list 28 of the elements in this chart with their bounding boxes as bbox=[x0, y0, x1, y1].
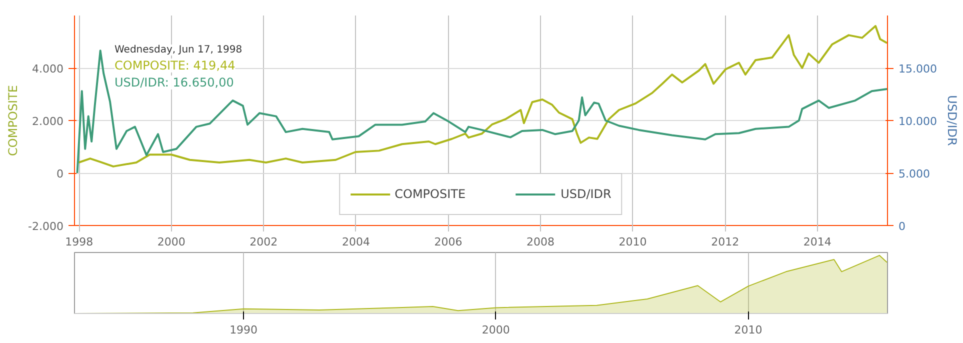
legend-label: USD/IDR bbox=[560, 187, 612, 201]
y2-tick-label: 5.000 bbox=[898, 168, 930, 180]
line-series bbox=[78, 25, 888, 168]
x-tick-label: 2012 bbox=[711, 236, 740, 248]
y-tick-label: -2.000 bbox=[28, 220, 64, 233]
x-tick-label: 2008 bbox=[526, 236, 555, 248]
x-tick-label: 2010 bbox=[618, 236, 647, 248]
x-tick-label: 1990 bbox=[230, 324, 258, 336]
y-tick-label: 0 bbox=[56, 168, 64, 180]
y2-tick-label: 15.000 bbox=[898, 62, 937, 76]
annotation: Wednesday, Jun 17, 1998 bbox=[114, 44, 242, 56]
x-tick-label: 1998 bbox=[65, 236, 94, 248]
y2-tick-label: 0 bbox=[898, 220, 906, 233]
annotation: USD/IDR: 16.650,00 bbox=[114, 76, 234, 90]
legend-label: COMPOSITE bbox=[394, 187, 466, 201]
x-tick-label: 2000 bbox=[482, 324, 510, 336]
x-tick-label: 2000 bbox=[157, 236, 186, 248]
y2-axis-title: USD/IDR bbox=[944, 95, 959, 146]
x-tick-label: 2010 bbox=[734, 324, 762, 336]
y-axis-title: COMPOSITE bbox=[6, 85, 20, 156]
x-tick-label: 2004 bbox=[342, 236, 370, 248]
annotation: COMPOSITE: 419,44 bbox=[114, 58, 236, 72]
x-tick-label: 2006 bbox=[434, 236, 462, 248]
y2-tick-label: 10.000 bbox=[898, 115, 937, 128]
y-tick-label: 2.000 bbox=[32, 115, 64, 128]
x-tick-label: 2002 bbox=[250, 236, 278, 248]
y-tick-label: 4.000 bbox=[32, 62, 64, 76]
x-tick-label: 2014 bbox=[803, 236, 832, 248]
